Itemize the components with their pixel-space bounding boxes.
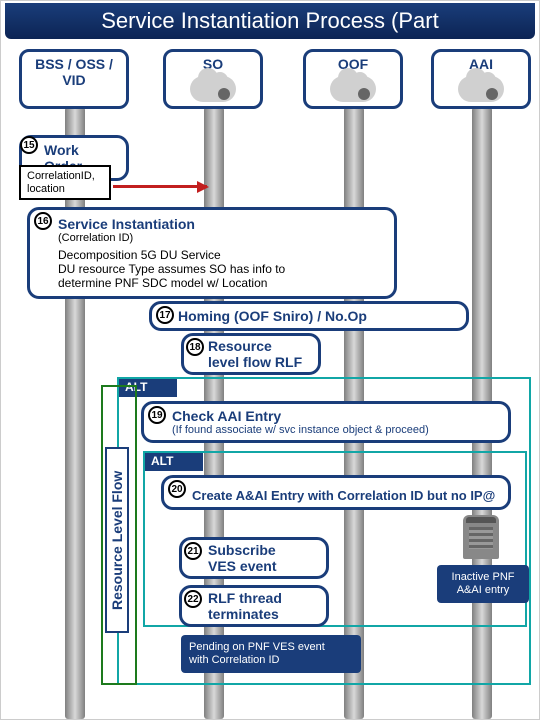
lanes-container: BSS / OSS / VID SO OOF AAI 15 Work Order… [1,37,539,719]
step-header: Create A&AI Entry with Correlation ID bu… [192,488,500,503]
step-header: Service Instantiation [58,216,384,232]
lane-head-aai: AAI [431,49,531,109]
step-number: 18 [186,338,204,356]
cloud-icon [190,76,236,102]
step-header: Check AAI Entry [172,408,500,424]
green-rlf-box [101,385,137,685]
step-number: 17 [156,306,174,324]
arrow-15 [113,185,207,188]
step-number: 15 [20,136,38,154]
step-header: RLF thread [208,590,320,606]
step-create-aai: 20 Create A&AI Entry with Correlation ID… [161,475,511,510]
step-rlf: 18 Resource level flow RLF [181,333,321,375]
database-icon [463,515,499,559]
step-sub: level flow RLF [208,354,312,370]
step-sub: (If found associate w/ svc instance obje… [172,424,500,436]
step-subscribe: 21 Subscribe VES event [179,537,329,579]
step-service-instantiation: 16 Service Instantiation (Correlation ID… [27,207,397,299]
step-sub: (Correlation ID) [58,232,384,244]
lane-head-bss: BSS / OSS / VID [19,49,129,109]
step-header: Subscribe [208,542,320,558]
cloud-icon [330,76,376,102]
step-body: Decomposition 5G DU Service DU resource … [58,248,384,290]
step-number: 21 [184,542,202,560]
page-title: Service Instantiation Process (Part [5,3,535,39]
step-number: 20 [168,480,186,498]
step-detail-correlation: CorrelationID, location [19,165,111,200]
step-header: Resource [208,338,312,354]
inactive-pnf-note: Inactive PNF A&AI entry [437,565,529,603]
step-sub: terminates [208,606,320,622]
lane-label: BSS / OSS / VID [35,56,113,88]
lane-head-oof: OOF [303,49,403,109]
step-header: Homing (OOF Sniro) / No.Op [178,308,458,324]
step-rlf-terminate: 22 RLF thread terminates [179,585,329,627]
step-number: 22 [184,590,202,608]
step-number: 16 [34,212,52,230]
step-number: 19 [148,406,166,424]
lane-head-so: SO [163,49,263,109]
step-check-aai: 19 Check AAI Entry (If found associate w… [141,401,511,443]
step-sub: VES event [208,558,320,574]
pending-note: Pending on PNF VES event with Correlatio… [181,635,361,673]
step-homing: 17 Homing (OOF Sniro) / No.Op [149,301,469,331]
cloud-icon [458,76,504,102]
